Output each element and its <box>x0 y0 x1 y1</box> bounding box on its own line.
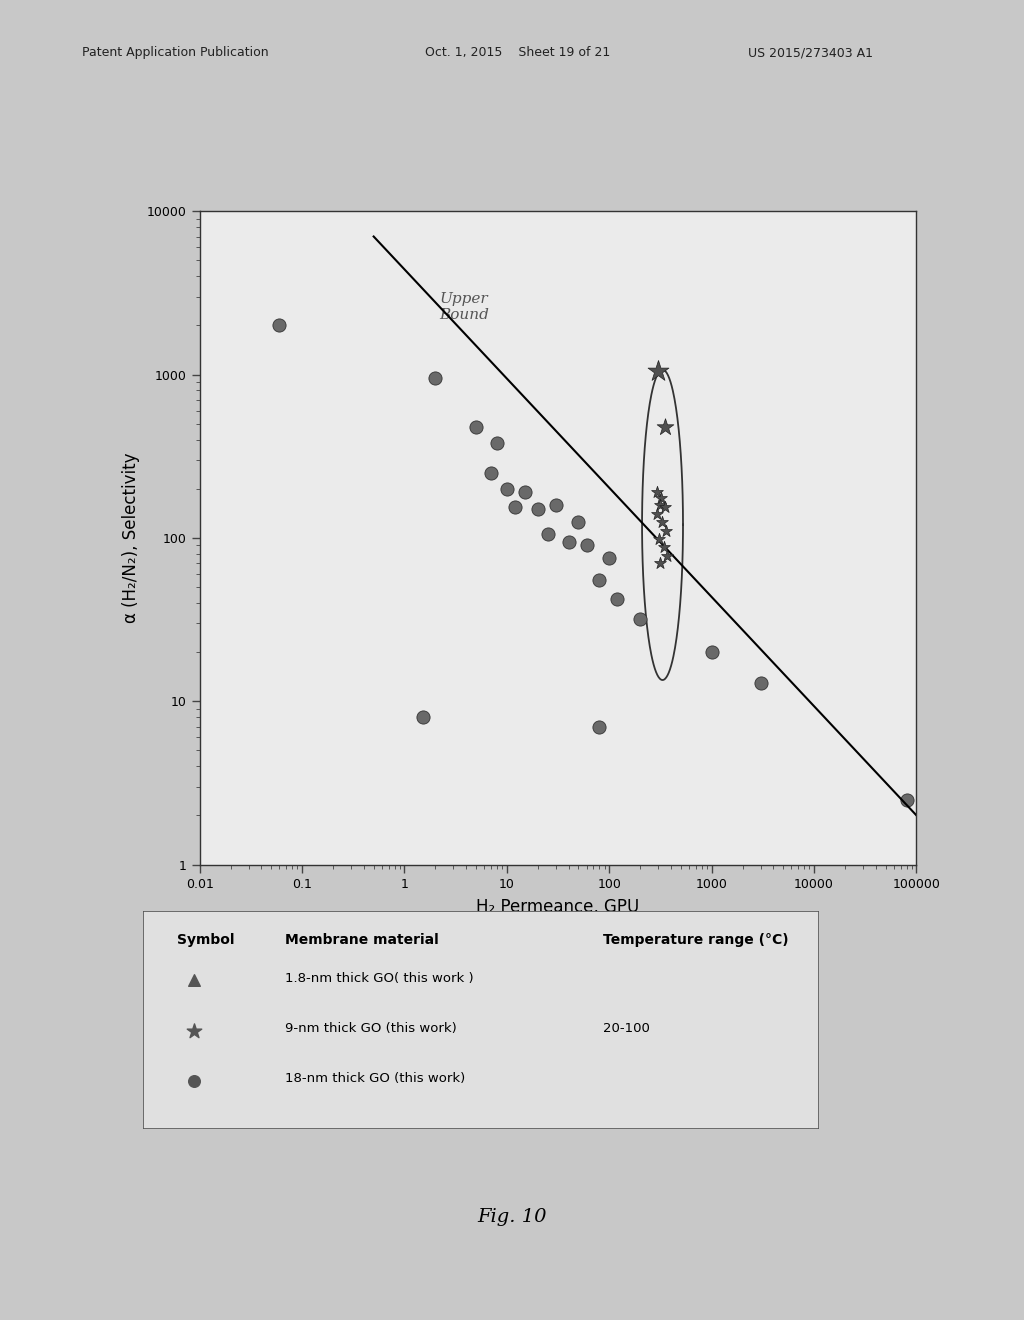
Point <box>601 548 617 569</box>
Y-axis label: α (H₂/N₂), Selectivity: α (H₂/N₂), Selectivity <box>122 453 139 623</box>
Point <box>579 535 595 556</box>
Text: Membrane material: Membrane material <box>286 932 439 946</box>
Point <box>507 496 523 517</box>
Point <box>560 531 577 552</box>
Text: Symbol: Symbol <box>177 932 234 946</box>
Point <box>609 589 626 610</box>
Point <box>632 609 648 630</box>
Point <box>488 433 505 454</box>
Point <box>934 119 950 140</box>
FancyBboxPatch shape <box>143 911 819 1129</box>
Text: 9-nm thick GO (this work): 9-nm thick GO (this work) <box>286 1022 457 1035</box>
Point <box>898 789 914 810</box>
Text: 20-100: 20-100 <box>603 1022 650 1035</box>
Text: Patent Application Publication: Patent Application Publication <box>82 46 268 59</box>
Point <box>517 482 534 503</box>
Point <box>934 573 950 594</box>
Point <box>753 672 769 693</box>
Point <box>655 536 672 557</box>
X-axis label: H₂ Permeance, GPU: H₂ Permeance, GPU <box>476 898 640 916</box>
Text: 1.8-nm thick GO( this work ): 1.8-nm thick GO( this work ) <box>286 972 474 985</box>
Point <box>271 314 288 335</box>
Point <box>654 512 671 533</box>
Point <box>650 360 667 381</box>
Text: Temperature range (°C): Temperature range (°C) <box>603 932 788 946</box>
Point <box>499 478 515 499</box>
Point <box>427 368 443 389</box>
Point <box>658 520 675 541</box>
Point <box>591 715 607 737</box>
Point <box>652 553 669 574</box>
Point <box>468 416 484 437</box>
Text: US 2015/273403 A1: US 2015/273403 A1 <box>748 46 872 59</box>
Point <box>656 496 673 517</box>
Point <box>653 487 670 508</box>
Text: Fig. 10: Fig. 10 <box>477 1208 547 1226</box>
Point <box>415 706 431 727</box>
Point <box>651 494 668 515</box>
Point <box>483 462 500 483</box>
Point <box>591 570 607 591</box>
Text: Upper
Bound: Upper Bound <box>439 292 489 322</box>
Point <box>548 494 564 515</box>
Point <box>570 512 587 533</box>
Point <box>648 482 665 503</box>
Point <box>703 642 720 663</box>
Point <box>656 416 673 437</box>
Point <box>649 503 666 524</box>
Point <box>659 545 676 566</box>
Point <box>650 529 667 550</box>
Point <box>540 524 556 545</box>
Text: Oct. 1, 2015    Sheet 19 of 21: Oct. 1, 2015 Sheet 19 of 21 <box>425 46 610 59</box>
Point <box>529 499 546 520</box>
Text: 18-nm thick GO (this work): 18-nm thick GO (this work) <box>286 1072 466 1085</box>
